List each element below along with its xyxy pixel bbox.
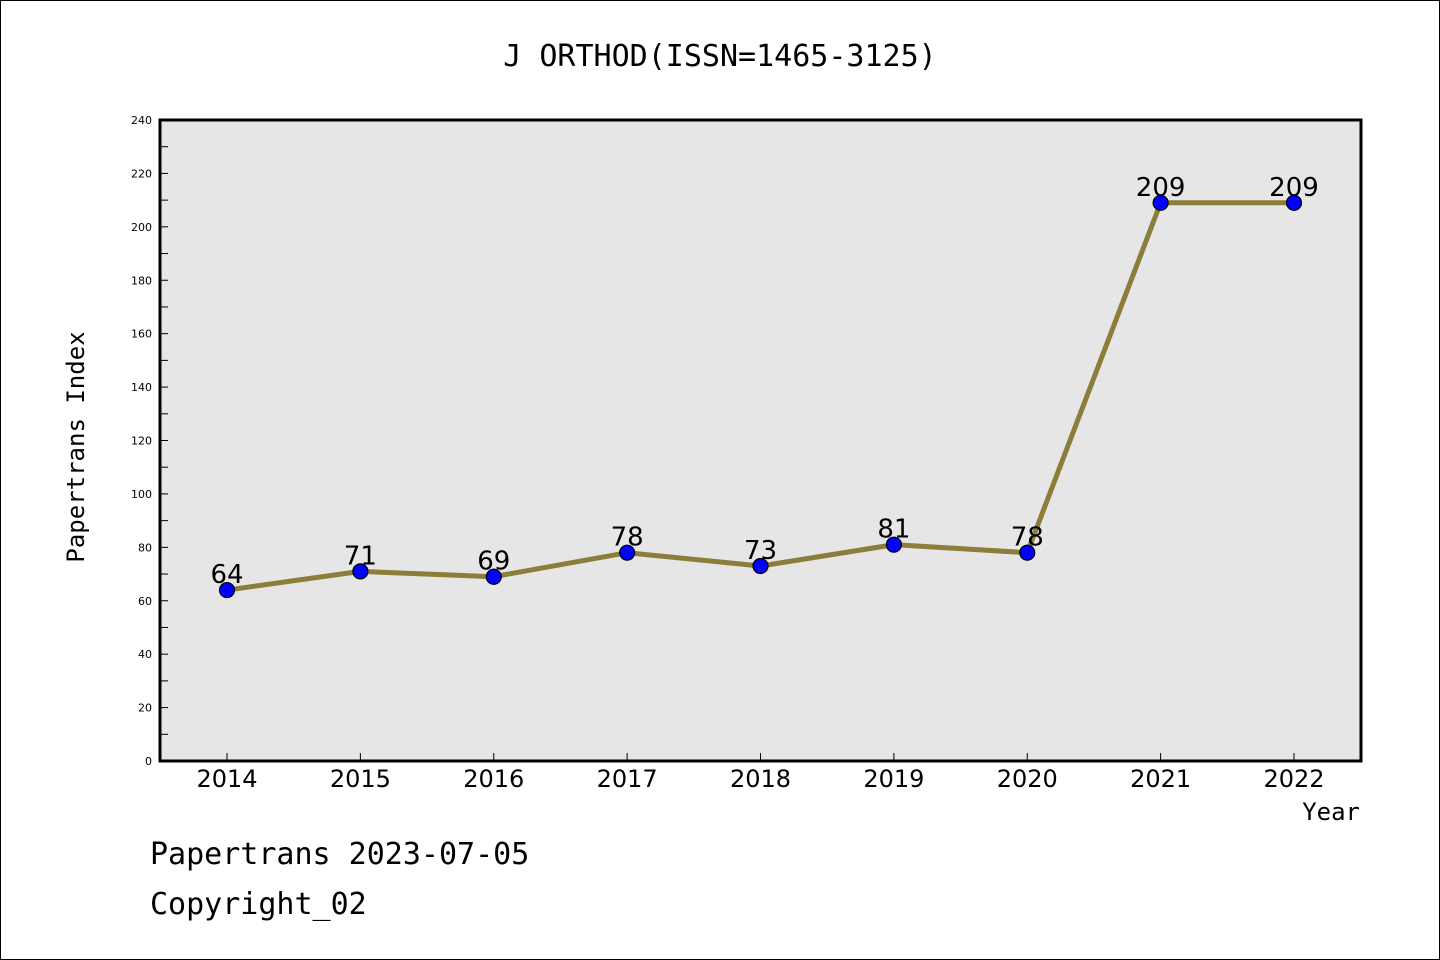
x-tick-label: 2022 xyxy=(1263,765,1324,793)
y-tick-label: 80 xyxy=(138,541,152,554)
y-tick-label: 0 xyxy=(145,755,152,768)
x-tick-label: 2018 xyxy=(730,765,791,793)
data-label: 64 xyxy=(210,560,243,590)
y-tick-label: 200 xyxy=(131,221,152,234)
y-tick-label: 60 xyxy=(138,595,152,608)
x-tick-label: 2016 xyxy=(463,765,524,793)
x-axis: 2014 2015 2016 2017 2018 2019 2020 2021 2022 xyxy=(196,753,1325,793)
data-label: 209 xyxy=(1269,173,1319,203)
data-point xyxy=(619,544,636,561)
y-axis-label: Papertrans Index xyxy=(62,331,90,562)
data-label: 81 xyxy=(877,515,910,545)
data-point xyxy=(885,536,902,553)
y-tick-label: 240 xyxy=(131,114,152,127)
x-axis-label: Year xyxy=(1302,798,1360,826)
footer-copyright: Copyright_02 xyxy=(150,887,367,922)
footer-date: Papertrans 2023-07-05 xyxy=(150,837,529,872)
x-tick-label: 2019 xyxy=(863,765,924,793)
data-label: 78 xyxy=(1011,523,1044,553)
y-tick-label: 40 xyxy=(138,648,152,661)
data-point xyxy=(1285,194,1303,211)
data-point xyxy=(485,568,502,585)
chart-title: J ORTHOD(ISSN=1465-3125) xyxy=(503,39,936,74)
x-tick-label: 2015 xyxy=(330,765,391,793)
data-label: 209 xyxy=(1136,173,1186,203)
data-point xyxy=(352,563,369,580)
y-tick-label: 220 xyxy=(131,167,152,180)
y-tick-label: 120 xyxy=(131,435,152,448)
data-label: 73 xyxy=(744,536,777,566)
data-point xyxy=(218,581,236,599)
data-point xyxy=(752,557,769,575)
y-tick-label: 140 xyxy=(131,381,152,394)
y-tick-label: 20 xyxy=(138,702,152,715)
data-labels: 64 71 69 78 73 81 78 209 209 xyxy=(210,173,1318,590)
data-label: 69 xyxy=(477,547,510,577)
plot-area xyxy=(158,118,1363,763)
y-axis: 0 20 40 60 80 100 120 140 160 180 200 220 240 xyxy=(131,114,168,768)
x-tick-label: 2014 xyxy=(196,765,257,793)
data-point xyxy=(1019,544,1036,561)
data-label: 78 xyxy=(611,523,644,553)
y-tick-label: 160 xyxy=(131,328,152,341)
data-label: 71 xyxy=(344,541,377,571)
x-tick-label: 2020 xyxy=(997,765,1058,793)
x-tick-label: 2021 xyxy=(1130,765,1191,793)
series-line-group xyxy=(218,194,1303,599)
data-point xyxy=(1152,194,1169,211)
y-tick-label: 180 xyxy=(131,274,152,287)
y-tick-label: 100 xyxy=(131,488,152,501)
x-tick-label: 2017 xyxy=(597,765,658,793)
